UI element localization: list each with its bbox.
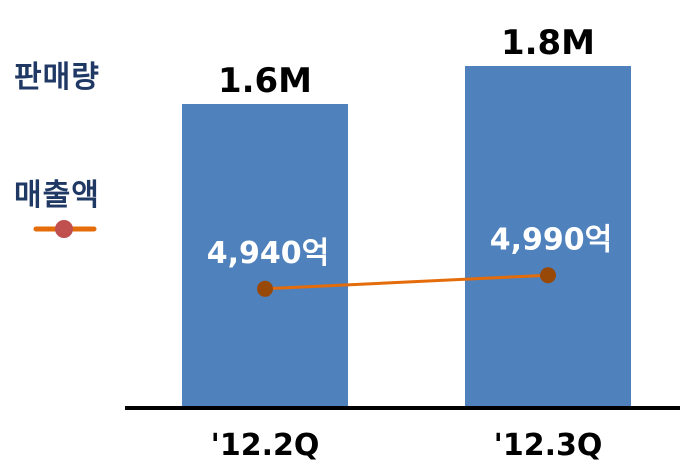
bar-1	[182, 104, 348, 408]
legend-label-sales-volume: 판매량	[14, 60, 100, 95]
legend-marker-dot	[55, 220, 73, 238]
x-tick-label-1: '12.2Q	[211, 428, 320, 463]
revenue-value-label-1: 4,940억	[207, 236, 330, 271]
bar-value-label-2: 1.8M	[501, 23, 595, 63]
revenue-line	[264, 273, 549, 291]
legend-line-marker	[33, 220, 97, 238]
bar-value-label-1: 1.6M	[218, 61, 312, 101]
legend-label-revenue: 매출액	[14, 178, 100, 213]
x-tick-label-2: '12.3Q	[494, 428, 603, 463]
bar-2	[465, 66, 631, 408]
revenue-point-1	[257, 280, 273, 297]
revenue-point-2	[540, 267, 556, 284]
revenue-value-label-2: 4,990억	[490, 222, 613, 257]
